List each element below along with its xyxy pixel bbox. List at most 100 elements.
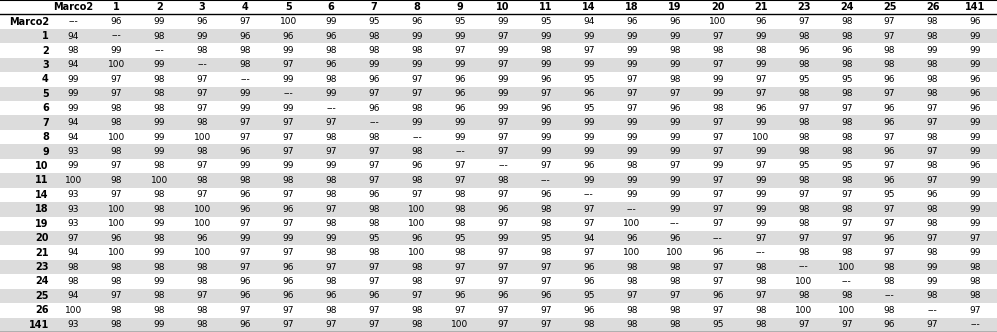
Bar: [353, 29, 396, 43]
Bar: [911, 144, 954, 159]
Bar: [310, 260, 353, 274]
Bar: [223, 58, 266, 72]
Bar: [610, 274, 653, 289]
Text: ---: ---: [455, 147, 465, 156]
Text: 97: 97: [712, 277, 724, 286]
Bar: [696, 318, 739, 332]
Text: 96: 96: [712, 291, 724, 300]
Bar: [954, 159, 997, 173]
Text: 98: 98: [154, 75, 165, 84]
Bar: [180, 303, 223, 318]
Bar: [95, 216, 138, 231]
Text: 25: 25: [883, 2, 896, 12]
Bar: [180, 188, 223, 202]
Bar: [180, 245, 223, 260]
Bar: [266, 202, 310, 216]
Bar: [783, 245, 826, 260]
Bar: [138, 144, 180, 159]
Bar: [783, 101, 826, 116]
Text: 98: 98: [196, 263, 208, 272]
Text: 99: 99: [154, 248, 165, 257]
Bar: [783, 289, 826, 303]
Bar: [439, 130, 482, 144]
Bar: [954, 101, 997, 116]
Text: 99: 99: [970, 205, 981, 214]
Bar: [95, 202, 138, 216]
Bar: [266, 14, 310, 29]
Text: 99: 99: [927, 277, 938, 286]
Bar: [826, 318, 868, 332]
Text: 98: 98: [111, 306, 122, 315]
Text: 99: 99: [455, 60, 466, 69]
Bar: [223, 188, 266, 202]
Bar: [353, 43, 396, 58]
Text: 100: 100: [151, 176, 167, 185]
Bar: [783, 29, 826, 43]
Text: 99: 99: [583, 147, 594, 156]
Bar: [567, 274, 610, 289]
Text: 97: 97: [412, 89, 423, 98]
Bar: [95, 87, 138, 101]
Text: 99: 99: [927, 46, 938, 55]
Bar: [610, 130, 653, 144]
Bar: [266, 130, 310, 144]
Text: 97: 97: [498, 306, 508, 315]
Text: 100: 100: [108, 205, 125, 214]
Text: 97: 97: [540, 320, 551, 329]
Text: 94: 94: [68, 291, 79, 300]
Bar: [524, 231, 567, 245]
Text: 9: 9: [457, 2, 464, 12]
Text: 98: 98: [927, 248, 938, 257]
Bar: [653, 260, 696, 274]
Bar: [783, 72, 826, 87]
Bar: [353, 260, 396, 274]
Bar: [826, 29, 868, 43]
Text: 98: 98: [970, 263, 981, 272]
Bar: [353, 58, 396, 72]
Text: 99: 99: [368, 60, 380, 69]
Text: 98: 98: [412, 46, 423, 55]
Text: 98: 98: [325, 132, 337, 142]
Bar: [482, 0, 524, 14]
Text: 97: 97: [669, 291, 681, 300]
Text: 95: 95: [583, 291, 594, 300]
Text: 99: 99: [412, 60, 423, 69]
Text: 98: 98: [455, 219, 466, 228]
Bar: [138, 202, 180, 216]
Text: 99: 99: [239, 234, 251, 243]
Bar: [954, 72, 997, 87]
Bar: [868, 231, 911, 245]
Text: 97: 97: [712, 176, 724, 185]
Text: 99: 99: [755, 205, 767, 214]
Text: 97: 97: [455, 46, 466, 55]
Text: 97: 97: [927, 104, 938, 113]
Text: 97: 97: [282, 60, 294, 69]
Bar: [353, 202, 396, 216]
Text: 97: 97: [455, 176, 466, 185]
Text: 97: 97: [282, 118, 294, 127]
Text: ---: ---: [498, 161, 507, 171]
Text: 98: 98: [325, 306, 337, 315]
Bar: [52, 72, 95, 87]
Bar: [826, 173, 868, 188]
Text: 99: 99: [196, 32, 208, 41]
Bar: [954, 260, 997, 274]
Text: 98: 98: [840, 248, 852, 257]
Text: 8: 8: [42, 132, 49, 142]
Text: 97: 97: [455, 306, 466, 315]
Bar: [266, 274, 310, 289]
Text: 98: 98: [798, 205, 810, 214]
Bar: [223, 260, 266, 274]
Bar: [696, 188, 739, 202]
Bar: [353, 130, 396, 144]
Bar: [911, 130, 954, 144]
Bar: [310, 159, 353, 173]
Bar: [439, 202, 482, 216]
Bar: [310, 245, 353, 260]
Text: 97: 97: [583, 248, 594, 257]
Text: 98: 98: [154, 306, 165, 315]
Bar: [610, 72, 653, 87]
Bar: [266, 289, 310, 303]
Bar: [52, 87, 95, 101]
Bar: [783, 173, 826, 188]
